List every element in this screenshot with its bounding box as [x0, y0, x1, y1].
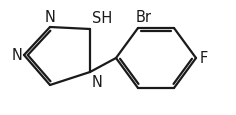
Text: F: F: [200, 51, 208, 66]
Text: Br: Br: [136, 10, 152, 25]
Text: N: N: [11, 48, 22, 63]
Text: N: N: [45, 10, 55, 25]
Text: SH: SH: [92, 11, 112, 26]
Text: N: N: [92, 74, 103, 89]
